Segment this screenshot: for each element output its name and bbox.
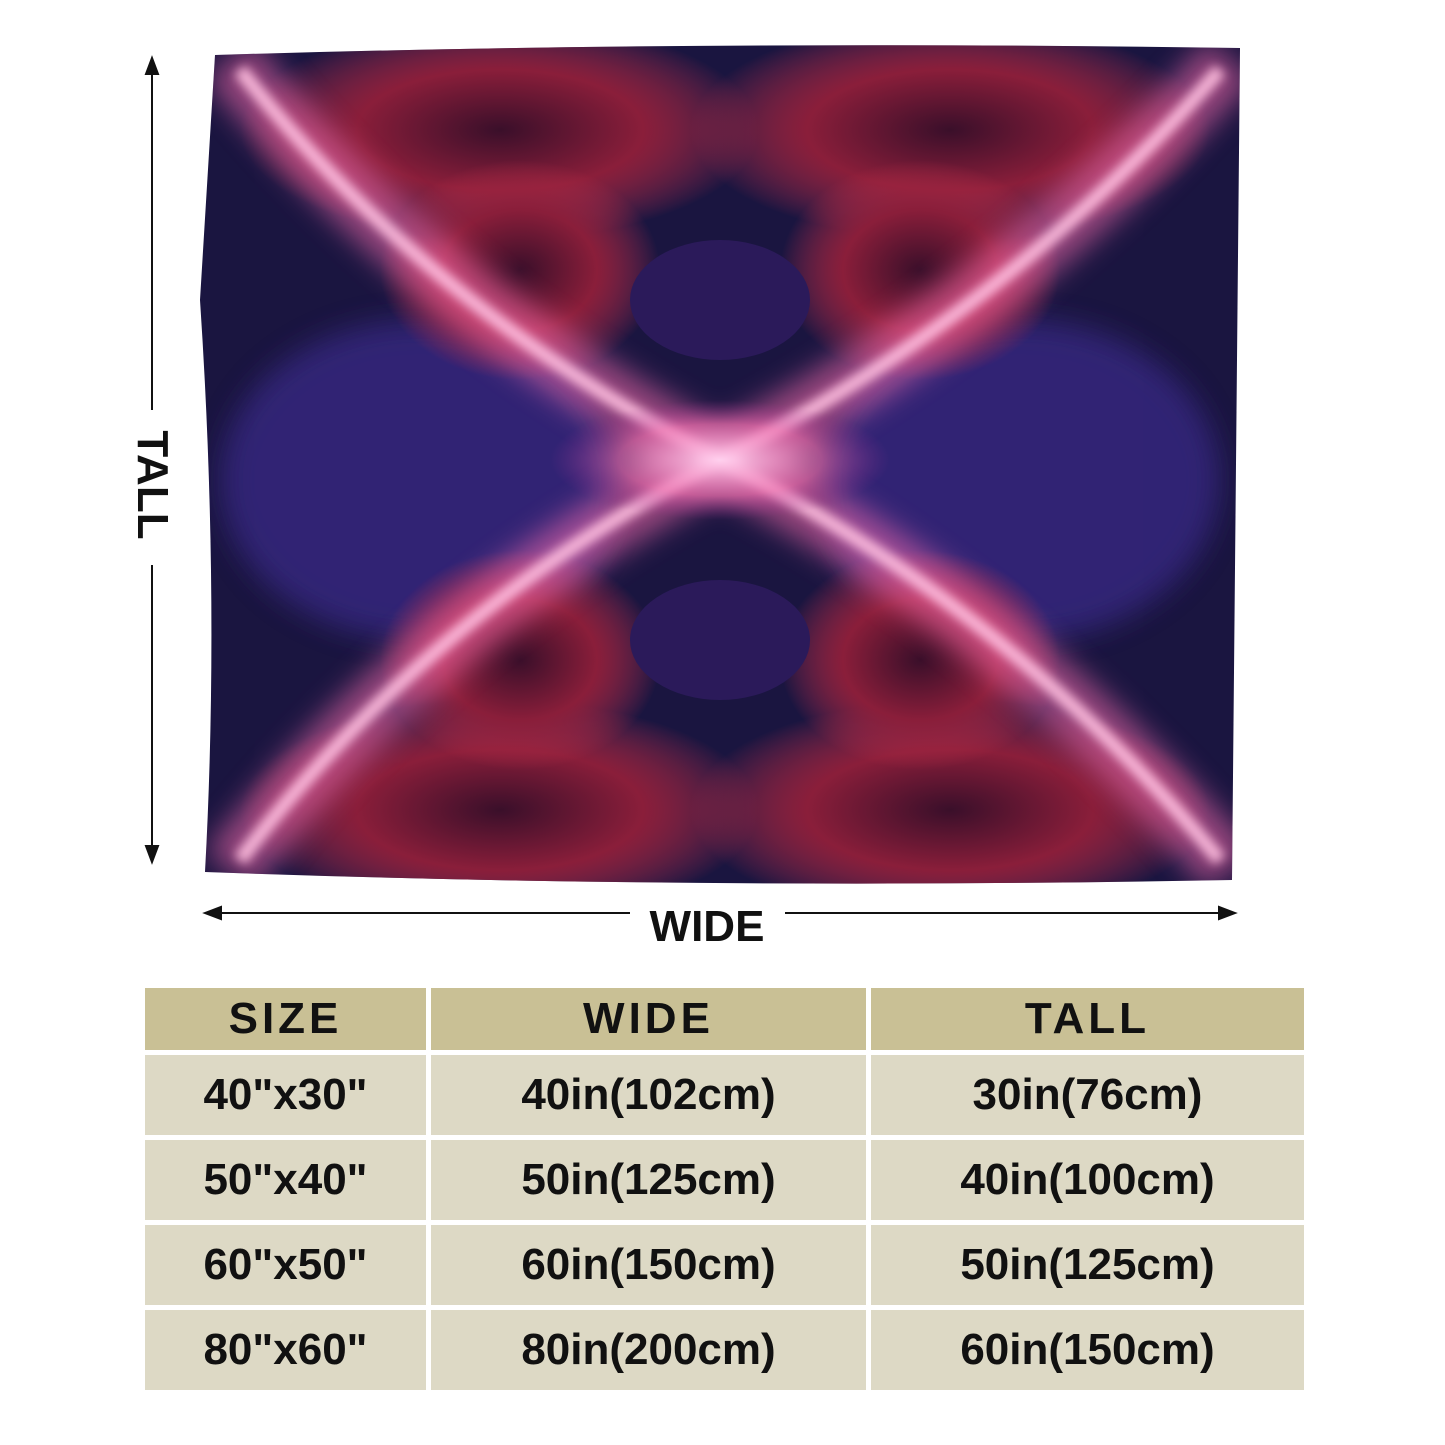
- table-cell: 40in(100cm): [871, 1140, 1304, 1220]
- header-cell: WIDE: [431, 988, 866, 1050]
- tall-label: TALL: [127, 422, 177, 548]
- blanket-illustration: [144, 45, 1240, 921]
- table-cell: 50in(125cm): [431, 1140, 866, 1220]
- table-cell: 80"x60": [145, 1310, 426, 1390]
- blanket: [200, 45, 1240, 884]
- table-cell: 80in(200cm): [431, 1310, 866, 1390]
- header-cell: SIZE: [145, 988, 426, 1050]
- table-cell: 50"x40": [145, 1140, 426, 1220]
- wide-label: WIDE: [641, 902, 773, 952]
- header-cell: TALL: [871, 988, 1304, 1050]
- table-cell: 60in(150cm): [871, 1310, 1304, 1390]
- dimension-arrows: [144, 55, 1238, 921]
- table-cell: 40in(102cm): [431, 1055, 866, 1135]
- table-cell: 50in(125cm): [871, 1225, 1304, 1305]
- table-cell: 40"x30": [145, 1055, 426, 1135]
- size-table: SIZE WIDE TALL 40"x30" 40in(102cm) 30in(76cm)…: [145, 988, 1304, 1390]
- table-cell: 30in(76cm): [871, 1055, 1304, 1135]
- table-cell: 60in(150cm): [431, 1225, 866, 1305]
- table-cell: 60"x50": [145, 1225, 426, 1305]
